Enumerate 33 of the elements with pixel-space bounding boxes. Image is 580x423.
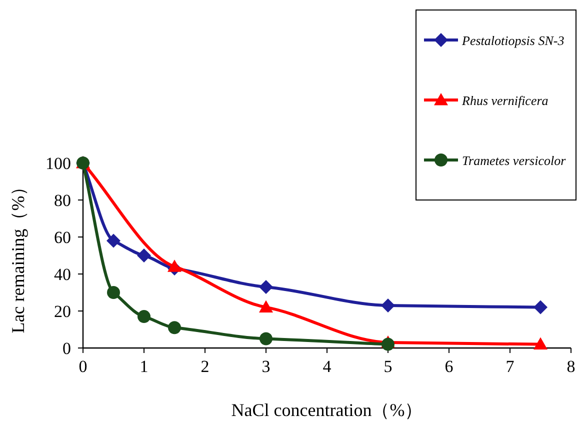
x-axis-title: NaCl concentration（%） (231, 400, 423, 420)
point (260, 332, 272, 346)
point (534, 337, 548, 350)
x-tick-label: 4 (322, 357, 332, 376)
y-axis-title: Lac remaining（%） (8, 178, 28, 334)
x-tick-label: 1 (140, 357, 148, 376)
point (106, 234, 120, 248)
legend-label: Rhus vernificera (461, 93, 549, 108)
point (259, 280, 273, 294)
point (381, 298, 395, 312)
x-tick-label: 7 (506, 357, 515, 376)
point (107, 286, 120, 299)
legend-label: Pestalotiopsis SN-3 (461, 33, 565, 48)
point (168, 260, 182, 272)
y-tick-label: 60 (54, 228, 71, 247)
x-tick-label: 8 (566, 357, 576, 376)
x-tick-label: 0 (78, 357, 88, 376)
x-tick-label: 5 (384, 357, 392, 376)
point (534, 300, 548, 314)
y-tick-label: 0 (62, 339, 71, 358)
point (259, 300, 273, 313)
y-tick-label: 100 (46, 154, 71, 173)
point (382, 338, 394, 351)
x-tick-label: 6 (444, 357, 454, 376)
y-tick-label: 80 (54, 191, 71, 210)
x-tick-label: 3 (262, 357, 270, 376)
y-tick-label: 40 (54, 265, 71, 284)
x-tick-label: 2 (200, 357, 210, 376)
point (168, 321, 181, 334)
legend-label: Trametes versicolor (462, 153, 567, 168)
point (138, 310, 150, 324)
point (137, 248, 151, 262)
y-tick-label: 20 (54, 302, 71, 321)
